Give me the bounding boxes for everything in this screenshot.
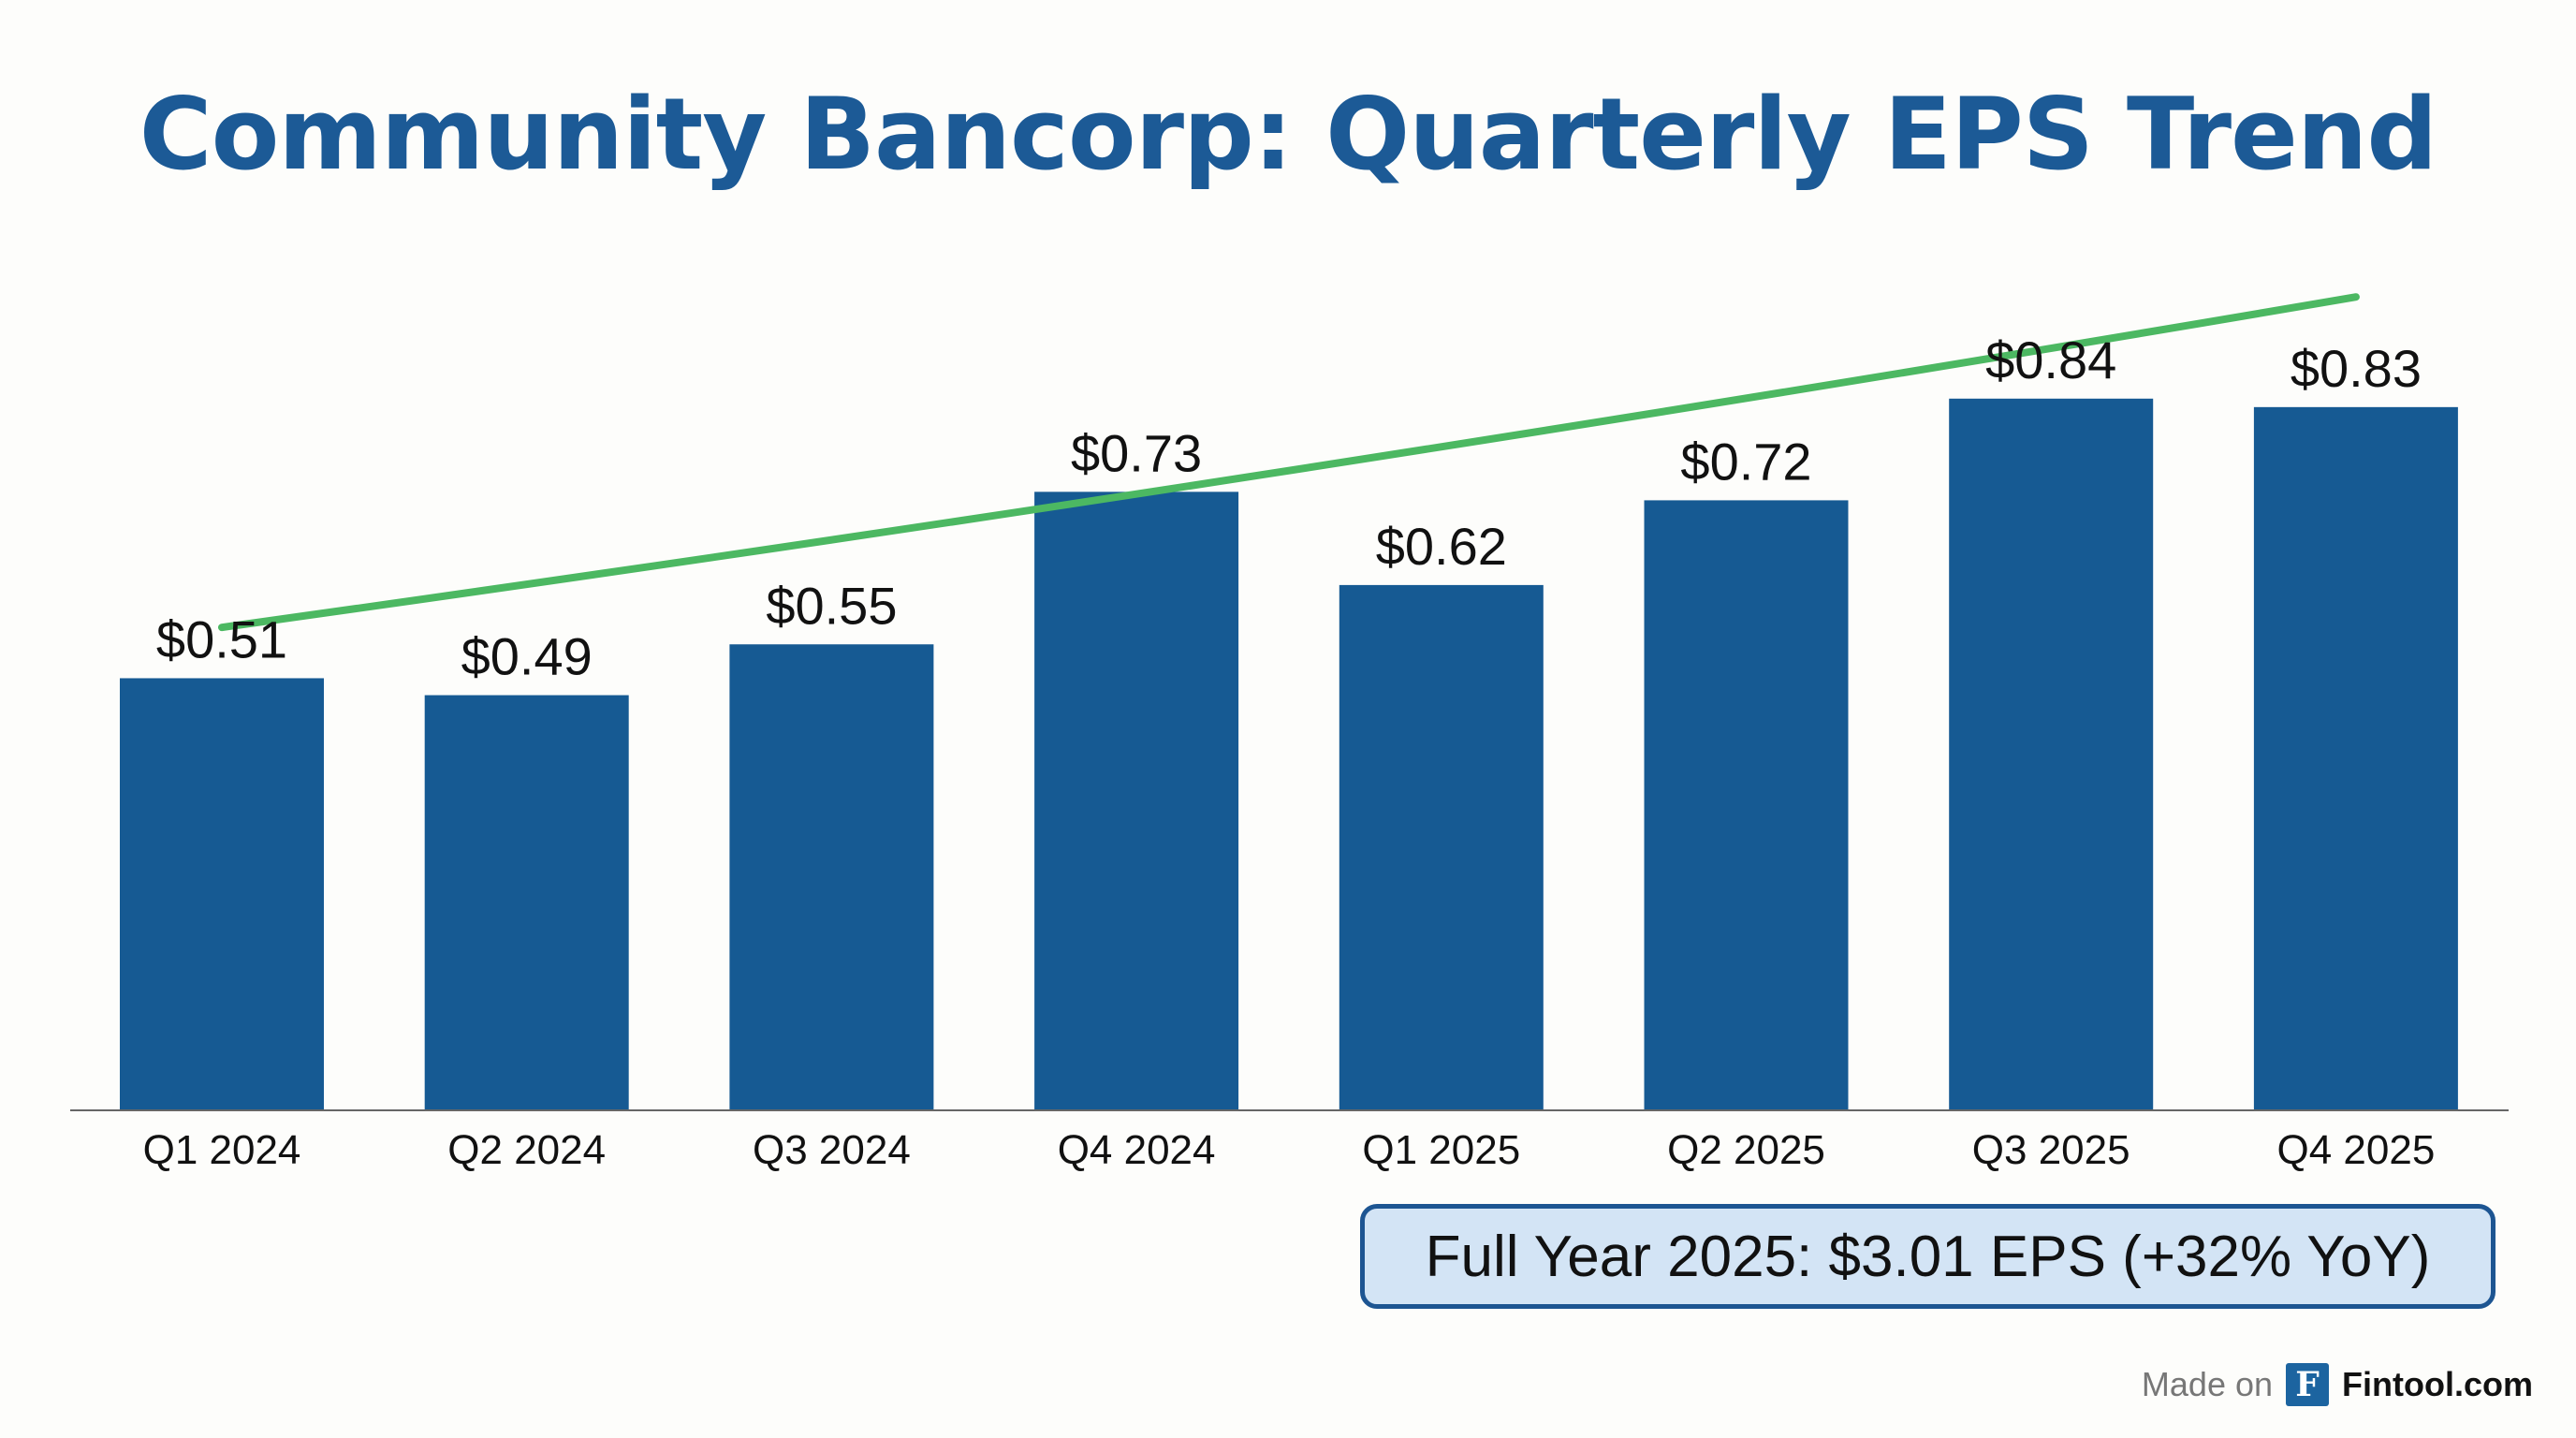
bar [2253, 406, 2458, 1111]
data-label: $0.62 [1376, 517, 1507, 576]
bar [1949, 398, 2154, 1110]
data-label: $0.73 [1071, 423, 1202, 482]
x-tick-label: Q4 2024 [1058, 1127, 1216, 1173]
data-label: $0.51 [156, 609, 287, 668]
data-label: $0.83 [2291, 339, 2422, 398]
x-tick-label: Q1 2025 [1362, 1127, 1520, 1173]
footer-attribution[interactable]: Made on F Fintool.com [2142, 1363, 2533, 1406]
data-label: $0.72 [1680, 432, 1811, 491]
made-on-label: Made on [2141, 1365, 2274, 1403]
x-tick-label: Q2 2025 [1667, 1127, 1825, 1173]
x-tick-label: Q1 2024 [143, 1127, 301, 1173]
bar [1339, 584, 1544, 1110]
bar [1644, 500, 1849, 1110]
x-tick-label: Q3 2024 [753, 1127, 911, 1173]
chart-title: Community Bancorp: Quarterly EPS Trend [139, 77, 2437, 192]
trend-line [218, 293, 2360, 632]
x-tick-label: Q4 2025 [2276, 1127, 2435, 1173]
x-tick-label: Q2 2024 [447, 1127, 606, 1173]
bar [120, 678, 324, 1110]
bar [1034, 492, 1239, 1110]
data-label: $0.84 [1985, 330, 2116, 389]
callout-text: Full Year 2025: $3.01 EPS (+32% YoY) [1425, 1224, 2431, 1289]
data-label: $0.49 [461, 627, 593, 686]
x-tick-label: Q3 2025 [1972, 1127, 2130, 1173]
fintool-logo-icon: F [2286, 1363, 2330, 1406]
bar [424, 695, 629, 1110]
bar [729, 644, 934, 1110]
data-label: $0.55 [766, 576, 897, 635]
full-year-callout: Full Year 2025: $3.01 EPS (+32% YoY) [1360, 1204, 2496, 1309]
brand-link[interactable]: Fintool.com [2342, 1365, 2533, 1403]
